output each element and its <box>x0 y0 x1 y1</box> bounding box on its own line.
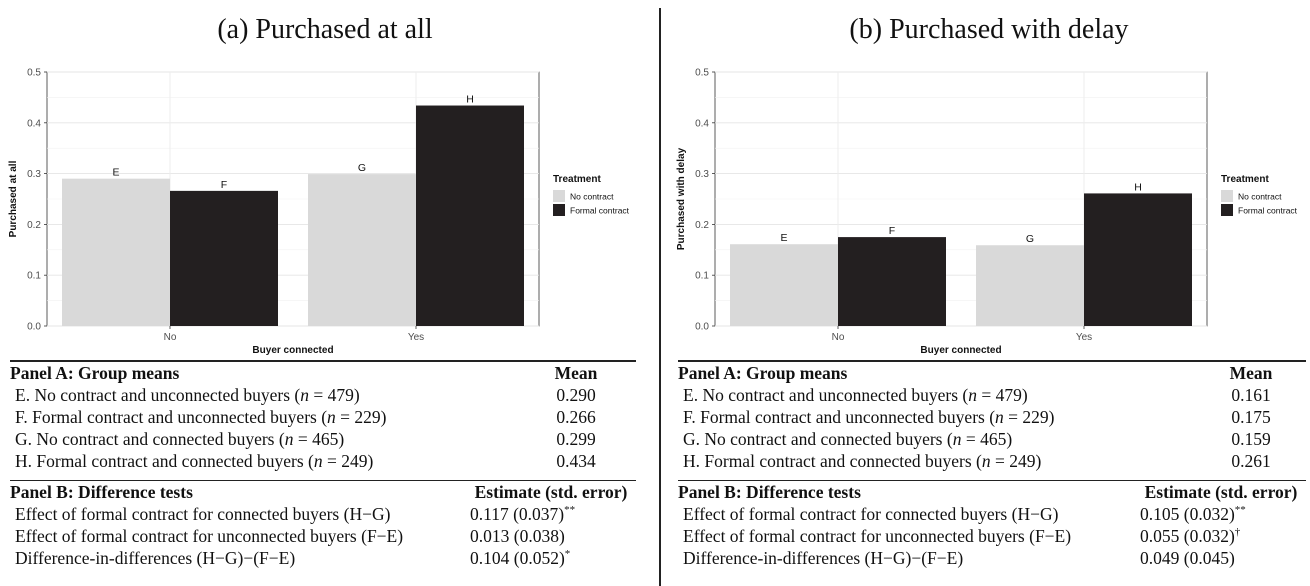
legend-swatch <box>1221 204 1233 216</box>
panel-title: (a) Purchased at all <box>217 14 433 45</box>
y-tick-label: 0.1 <box>695 271 709 282</box>
bar <box>838 237 946 326</box>
difference-tests-table: Panel B: Difference tests Estimate (std.… <box>678 480 1306 569</box>
panel-b-purchased-with-delay: (b) Purchased with delay 0.0 0.1 0.2 0.3 0.4… <box>668 0 1310 586</box>
mean-column-header: Mean <box>554 363 598 383</box>
results-tables: Panel A: Group means Mean E. No contract… <box>678 360 1306 569</box>
legend-entry: No contract <box>1238 192 1282 202</box>
table-row: Effect of formal contract for unconnecte… <box>15 526 565 546</box>
y-tick-label: 0.1 <box>27 271 41 282</box>
bar-label: F <box>221 179 227 191</box>
legend-swatch <box>553 204 565 216</box>
bar-label: H <box>1134 181 1142 193</box>
legend-swatch <box>553 190 565 202</box>
legend-entry: Formal contract <box>570 206 630 216</box>
bar-label: G <box>1026 233 1034 245</box>
table-row: Difference-in-differences (H−G)−(F−E) 0.0… <box>683 548 1235 568</box>
y-tick-label: 0.4 <box>27 118 41 129</box>
y-tick-label: 0.2 <box>27 220 41 231</box>
mean-column-header: Mean <box>1229 363 1273 383</box>
table-row: G. No contract and connected buyers (n =… <box>15 429 596 449</box>
y-tick-label: 0.3 <box>695 169 709 180</box>
table-row: F. Formal contract and unconnected buyer… <box>15 407 596 427</box>
legend-entry: No contract <box>570 192 614 202</box>
panel-b-title: Panel B: Difference tests <box>678 482 861 502</box>
y-tick-label: 0.3 <box>27 169 41 180</box>
x-axis-label: Buyer connected <box>920 345 1001 356</box>
y-axis-label: Purchased with delay <box>676 147 687 250</box>
bar-label: H <box>466 94 474 106</box>
legend-swatch <box>1221 190 1233 202</box>
x-tick-label: No <box>832 332 845 343</box>
y-tick-label: 0.4 <box>695 118 709 129</box>
bar <box>1084 193 1192 326</box>
bar-label: E <box>112 167 119 179</box>
group-means-table: Panel A: Group means Mean E. No contract… <box>10 360 636 472</box>
bar-label: G <box>358 162 366 174</box>
panel-a-title: Panel A: Group means <box>678 363 848 383</box>
panel-divider <box>659 8 661 586</box>
table-row: F. Formal contract and unconnected buyer… <box>683 407 1271 427</box>
table-row: Effect of formal contract for connected … <box>683 504 1246 524</box>
bar <box>308 174 416 326</box>
table-row: E. No contract and unconnected buyers (n… <box>683 385 1271 405</box>
panel-b-title: Panel B: Difference tests <box>10 482 193 502</box>
panel-a-purchased-at-all: (a) Purchased at all 0.0 0.1 0.2 0.3 0.4 0.5 E… <box>0 0 650 586</box>
y-axis-label: Purchased at all <box>8 160 19 237</box>
bar <box>416 105 524 326</box>
results-tables: Panel A: Group means Mean E. No contract… <box>10 360 636 569</box>
estimate-column-header: Estimate (std. error) <box>474 482 628 502</box>
table-row: Difference-in-differences (H−G)−(F−E) 0.1… <box>15 548 571 568</box>
legend-entry: Formal contract <box>1238 206 1298 216</box>
table-row: G. No contract and connected buyers (n =… <box>683 429 1271 449</box>
bar-label: F <box>889 225 895 237</box>
table-row: Effect of formal contract for connected … <box>15 504 576 524</box>
bar <box>976 245 1084 326</box>
difference-tests-table: Panel B: Difference tests Estimate (std.… <box>10 480 636 569</box>
x-tick-label: Yes <box>408 332 424 343</box>
bar-chart: 0.0 0.1 0.2 0.3 0.4 0.5 E F No G H Yes Buyer connect… <box>8 68 630 357</box>
table-row: H. Formal contract and connected buyers … <box>15 451 596 471</box>
table-row: E. No contract and unconnected buyers (n… <box>15 385 596 405</box>
bar-label: E <box>780 232 787 244</box>
y-tick-label: 0.5 <box>695 68 709 79</box>
y-tick-label: 0.0 <box>695 322 709 333</box>
panel-title: (b) Purchased with delay <box>849 14 1129 45</box>
x-tick-label: No <box>164 332 177 343</box>
table-row: Effect of formal contract for unconnecte… <box>683 526 1241 546</box>
x-axis-label: Buyer connected <box>252 345 333 356</box>
bar <box>62 178 170 326</box>
estimate-column-header: Estimate (std. error) <box>1144 482 1298 502</box>
x-tick-label: Yes <box>1076 332 1092 343</box>
table-row: H. Formal contract and connected buyers … <box>683 451 1271 471</box>
group-means-table: Panel A: Group means Mean E. No contract… <box>678 360 1306 472</box>
legend-title: Treatment <box>1221 174 1269 185</box>
bar-chart: 0.0 0.1 0.2 0.3 0.4 0.5 E F No G H Yes Buyer connect… <box>676 68 1298 357</box>
legend-title: Treatment <box>553 174 601 185</box>
bar <box>730 244 838 326</box>
y-tick-label: 0.2 <box>695 220 709 231</box>
panel-a-title: Panel A: Group means <box>10 363 180 383</box>
y-tick-label: 0.0 <box>27 322 41 333</box>
bar <box>170 190 278 326</box>
y-tick-label: 0.5 <box>27 68 41 79</box>
